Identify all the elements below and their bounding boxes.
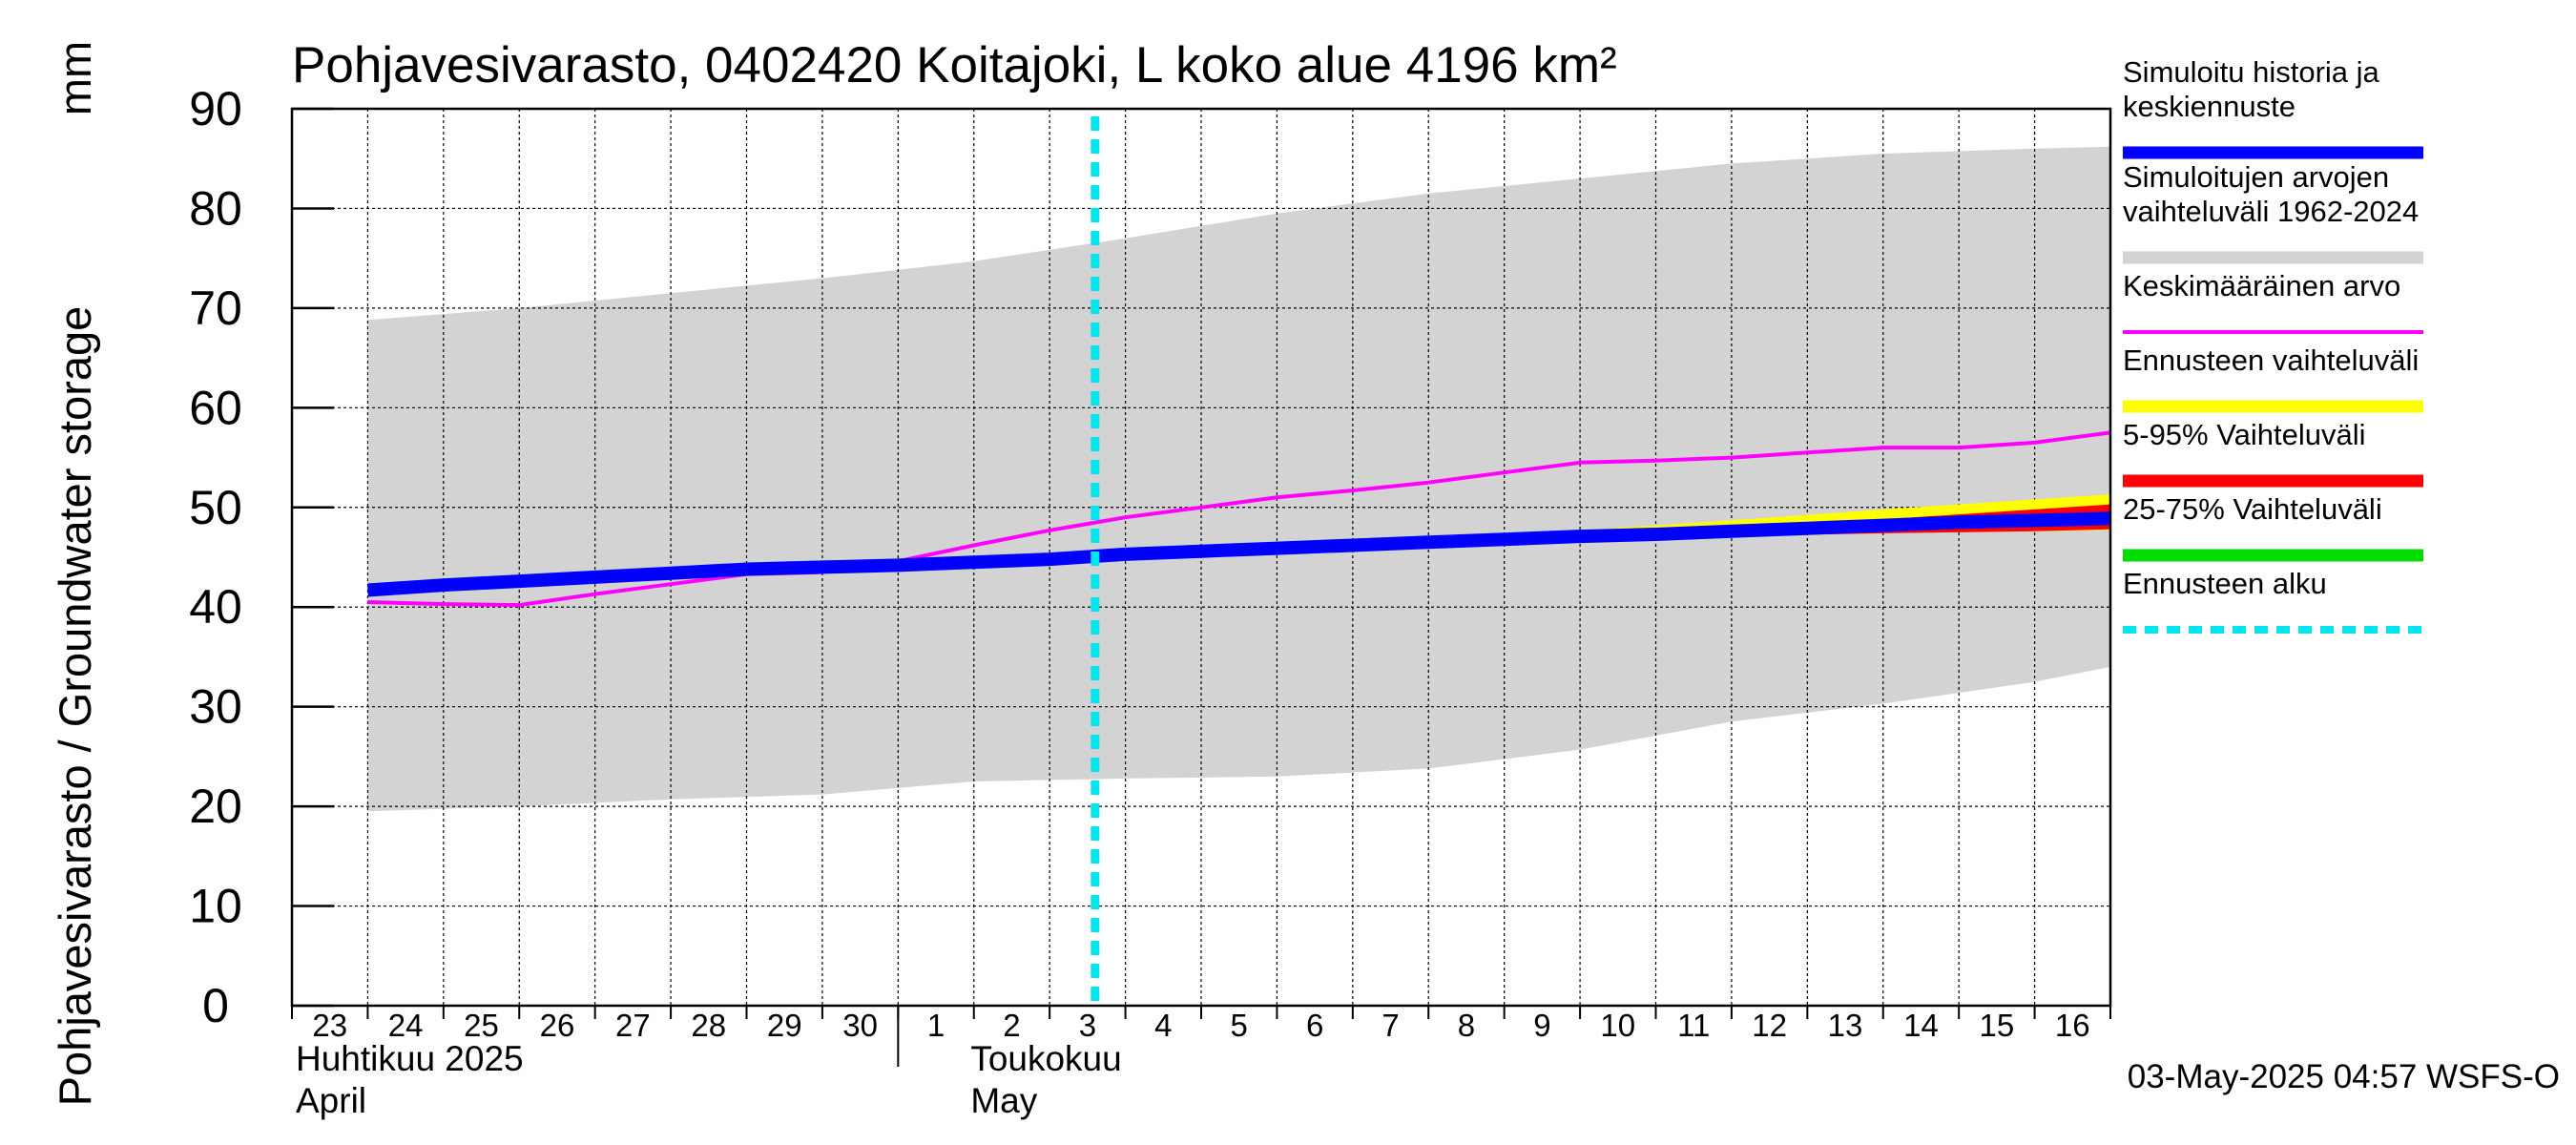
legend-text: vaihteluväli 1962-2024 <box>2123 195 2419 228</box>
x-tick-label: 4 <box>1154 1008 1172 1043</box>
month-label-fi: Huhtikuu 2025 <box>296 1039 524 1078</box>
x-tick-label: 14 <box>1903 1008 1939 1043</box>
x-tick-label: 28 <box>691 1008 726 1043</box>
x-tick-label: 12 <box>1752 1008 1787 1043</box>
x-tick-label: 1 <box>927 1008 945 1043</box>
legend-text: 25-75% Vaihteluväli <box>2123 492 2382 526</box>
y-axis-unit: mm <box>50 41 100 115</box>
history-line <box>366 547 1127 597</box>
series-line-layer <box>366 116 2111 1006</box>
y-tick-label: 30 <box>189 680 242 734</box>
x-tick-label: 16 <box>2055 1008 2090 1043</box>
y-tick-label: 10 <box>189 880 242 933</box>
month-label-fi: Toukokuu <box>970 1039 1121 1078</box>
month-label-en: May <box>970 1081 1037 1120</box>
legend-text: Keskimääräinen arvo <box>2123 269 2400 302</box>
mean-line <box>367 430 2111 608</box>
x-tick-label: 8 <box>1458 1008 1475 1043</box>
y-tick-label: 80 <box>189 181 242 235</box>
month-label-en: April <box>296 1081 366 1120</box>
x-tick-label: 29 <box>767 1008 802 1043</box>
x-tick-label: 5 <box>1231 1008 1248 1043</box>
x-tick-label: 26 <box>540 1008 575 1043</box>
y-tick-label: 60 <box>189 381 242 434</box>
legend-text: Simuloitujen arvojen <box>2123 160 2389 194</box>
x-tick-label: 7 <box>1381 1008 1399 1043</box>
legend-text: 5-95% Vaihteluväli <box>2123 418 2365 451</box>
y-tick-label: 20 <box>189 780 242 833</box>
median-forecast-line <box>1125 511 2111 561</box>
x-tick-label: 23 <box>312 1008 347 1043</box>
historical-range-layer <box>367 146 2110 812</box>
x-tick-label: 2 <box>1003 1008 1020 1043</box>
y-tick-label: 40 <box>189 580 242 634</box>
x-tick-label: 15 <box>1980 1008 2015 1043</box>
legend-text: keskiennuste <box>2123 90 2296 123</box>
timestamp-footer: 03-May-2025 04:57 WSFS-O <box>2128 1058 2560 1095</box>
x-tick-label: 11 <box>1677 1008 1710 1043</box>
x-tick-label: 6 <box>1306 1008 1323 1043</box>
x-tick-label: 10 <box>1600 1008 1635 1043</box>
x-tick-label: 13 <box>1828 1008 1863 1043</box>
x-tick-label: 30 <box>842 1008 878 1043</box>
historical-range-band <box>367 146 2110 812</box>
y-tick-label: 50 <box>189 481 242 534</box>
x-tick-label: 27 <box>615 1008 651 1043</box>
y-axis-label: Pohjavesivarasto / Groundwater storage <box>50 306 100 1107</box>
x-tick-label: 9 <box>1533 1008 1550 1043</box>
y-tick-label: 70 <box>189 281 242 335</box>
y-tick-label: 90 <box>189 82 242 135</box>
x-tick-label: 24 <box>388 1008 424 1043</box>
x-tick-label: 3 <box>1079 1008 1096 1043</box>
legend-text: Ennusteen vaihteluväli <box>2123 344 2419 377</box>
legend-text: Ennusteen alku <box>2123 567 2327 600</box>
legend-text: Simuloitu historia ja <box>2123 55 2380 89</box>
chart-title: Pohjavesivarasto, 0402420 Koitajoki, L k… <box>292 37 1617 94</box>
y-tick-label: 0 <box>202 979 229 1032</box>
x-tick-label: 25 <box>464 1008 499 1043</box>
